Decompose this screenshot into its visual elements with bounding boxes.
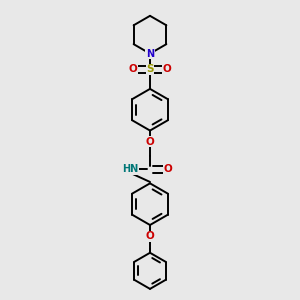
Text: N: N [146, 49, 154, 58]
Text: S: S [146, 64, 154, 74]
Text: HN: HN [122, 164, 138, 174]
Text: O: O [129, 64, 138, 74]
Text: O: O [164, 164, 172, 174]
Text: O: O [146, 231, 154, 241]
Text: O: O [146, 137, 154, 147]
Text: O: O [162, 64, 171, 74]
